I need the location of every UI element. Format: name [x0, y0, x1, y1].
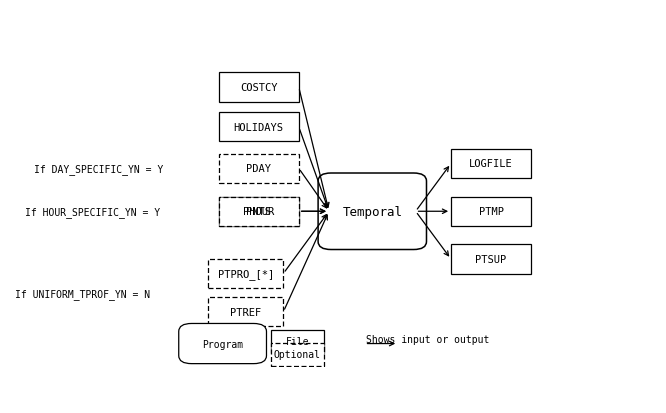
Text: Program: Program — [202, 339, 243, 349]
FancyBboxPatch shape — [270, 343, 324, 366]
FancyBboxPatch shape — [178, 324, 266, 364]
Text: PTSUP: PTSUP — [476, 254, 507, 264]
FancyBboxPatch shape — [270, 330, 324, 353]
FancyBboxPatch shape — [451, 245, 531, 274]
Text: PNTS: PNTS — [246, 207, 271, 217]
Text: Optional: Optional — [274, 349, 321, 359]
Text: Temporal: Temporal — [342, 205, 402, 218]
Text: HOLIDAYS: HOLIDAYS — [234, 123, 284, 133]
Text: File: File — [286, 337, 309, 347]
Text: PTMP: PTMP — [478, 207, 503, 217]
FancyBboxPatch shape — [218, 197, 299, 226]
Text: Shows input or output: Shows input or output — [366, 334, 490, 344]
FancyBboxPatch shape — [218, 154, 299, 183]
FancyBboxPatch shape — [218, 113, 299, 142]
Text: PDAY: PDAY — [246, 164, 271, 174]
Text: If UNIFORM_TPROF_YN = N: If UNIFORM_TPROF_YN = N — [15, 288, 151, 299]
Text: LOGFILE: LOGFILE — [469, 159, 513, 169]
Text: If DAY_SPECIFIC_YN = Y: If DAY_SPECIFIC_YN = Y — [34, 164, 163, 174]
FancyBboxPatch shape — [318, 173, 426, 250]
Text: PHOUR: PHOUR — [243, 207, 274, 217]
FancyBboxPatch shape — [208, 297, 284, 327]
Text: PTREF: PTREF — [230, 307, 262, 317]
FancyBboxPatch shape — [451, 150, 531, 179]
Text: PTPRO_[*]: PTPRO_[*] — [218, 268, 274, 279]
FancyBboxPatch shape — [218, 197, 299, 226]
Text: If HOUR_SPECIFIC_YN = Y: If HOUR_SPECIFIC_YN = Y — [25, 206, 160, 217]
Text: COSTCY: COSTCY — [240, 83, 278, 93]
FancyBboxPatch shape — [451, 197, 531, 226]
FancyBboxPatch shape — [218, 73, 299, 102]
FancyBboxPatch shape — [208, 259, 284, 288]
